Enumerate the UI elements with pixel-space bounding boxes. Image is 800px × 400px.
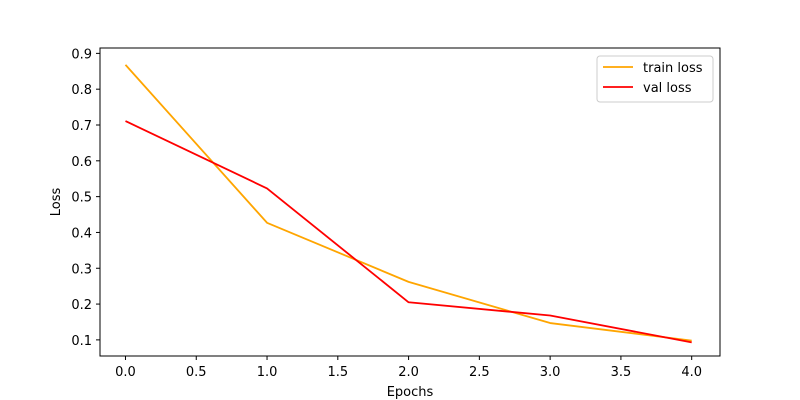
x-tick-label: 1.0	[257, 365, 278, 380]
y-tick-label: 0.9	[71, 47, 92, 62]
y-axis-label: Loss	[49, 188, 64, 217]
y-tick-label: 0.2	[71, 298, 92, 313]
series-line-train-loss	[124, 64, 692, 342]
series-line-val-loss	[125, 120, 692, 344]
y-tick-label: 0.1	[71, 334, 92, 349]
y-tick-label: 0.3	[71, 262, 92, 277]
x-tick-label: 3.5	[611, 365, 632, 380]
x-tick-label: 0.5	[186, 365, 207, 380]
x-axis-ticks: 0.0 0.5 1.0 1.5 2.0 2.5 3.0 3.5 4.0	[115, 356, 702, 380]
y-tick-label: 0.4	[71, 226, 92, 241]
y-axis-ticks: 0.1 0.2 0.3 0.4 0.5 0.6 0.7 0.8 0.9	[71, 47, 100, 349]
y-tick-label: 0.7	[71, 119, 92, 134]
y-tick-label: 0.6	[71, 155, 92, 170]
x-tick-label: 1.5	[327, 365, 348, 380]
x-axis-label: Epochs	[387, 385, 434, 400]
x-tick-label: 2.5	[469, 365, 490, 380]
legend-label: val loss	[643, 81, 692, 96]
x-tick-label: 0.0	[115, 365, 136, 380]
y-tick-label: 0.8	[71, 83, 92, 98]
series-lines	[124, 64, 692, 344]
x-tick-label: 3.0	[540, 365, 561, 380]
legend-label: train loss	[643, 61, 703, 76]
x-tick-label: 4.0	[681, 365, 702, 380]
y-tick-label: 0.5	[71, 191, 92, 206]
legend: train loss val loss	[596, 55, 714, 103]
x-tick-label: 2.0	[398, 365, 419, 380]
